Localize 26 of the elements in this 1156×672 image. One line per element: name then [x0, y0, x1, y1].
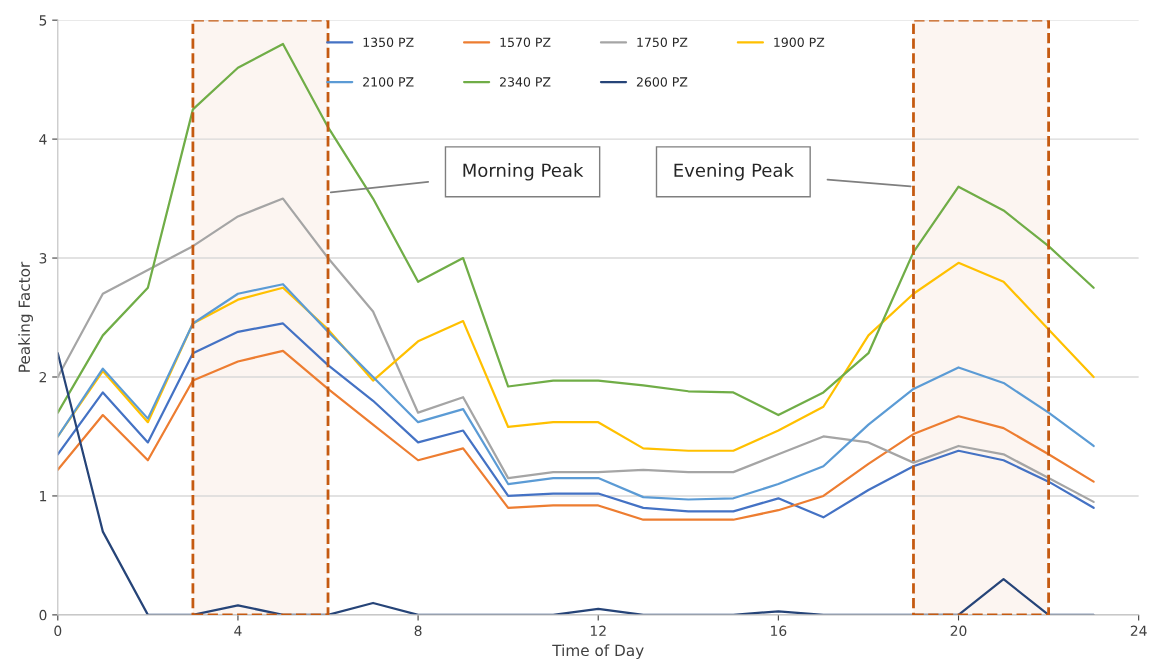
x-tick-label: 20 — [950, 625, 967, 637]
x-tick-label: 24 — [1130, 625, 1147, 636]
x-tick-label: 8 — [414, 625, 422, 637]
legend-label: 1900 PZ — [774, 37, 825, 48]
y-tick-label: 0 — [39, 609, 47, 621]
legend-label: 1350 PZ — [363, 37, 414, 48]
legend-label: 2340 PZ — [500, 77, 551, 87]
legend-label: 2100 PZ — [363, 77, 414, 87]
x-tick-label: 12 — [590, 625, 606, 636]
legend-label: 2600 PZ — [636, 77, 688, 87]
y-tick-label: 4 — [39, 134, 47, 145]
legend-label: 1750 PZ — [637, 37, 688, 48]
y-axis-title: Peaking Factor — [18, 261, 33, 372]
x-axis-title: Time of Day — [552, 644, 644, 660]
x-tick-label: 16 — [771, 625, 787, 637]
line-series — [57, 283, 1095, 501]
y-tick-label: 3 — [39, 253, 47, 264]
annotation: Evening Peak — [674, 163, 794, 181]
y-tick-label: 1 — [40, 491, 47, 502]
y-tick-label: 5 — [39, 15, 47, 26]
line-series — [57, 197, 1095, 503]
x-tick-label: 4 — [234, 625, 242, 636]
legend-label: 1570 PZ — [500, 37, 551, 48]
annotation: Morning Peak — [463, 163, 584, 181]
y-tick-label: 2 — [39, 371, 46, 383]
x-tick-label: 0 — [54, 625, 62, 637]
